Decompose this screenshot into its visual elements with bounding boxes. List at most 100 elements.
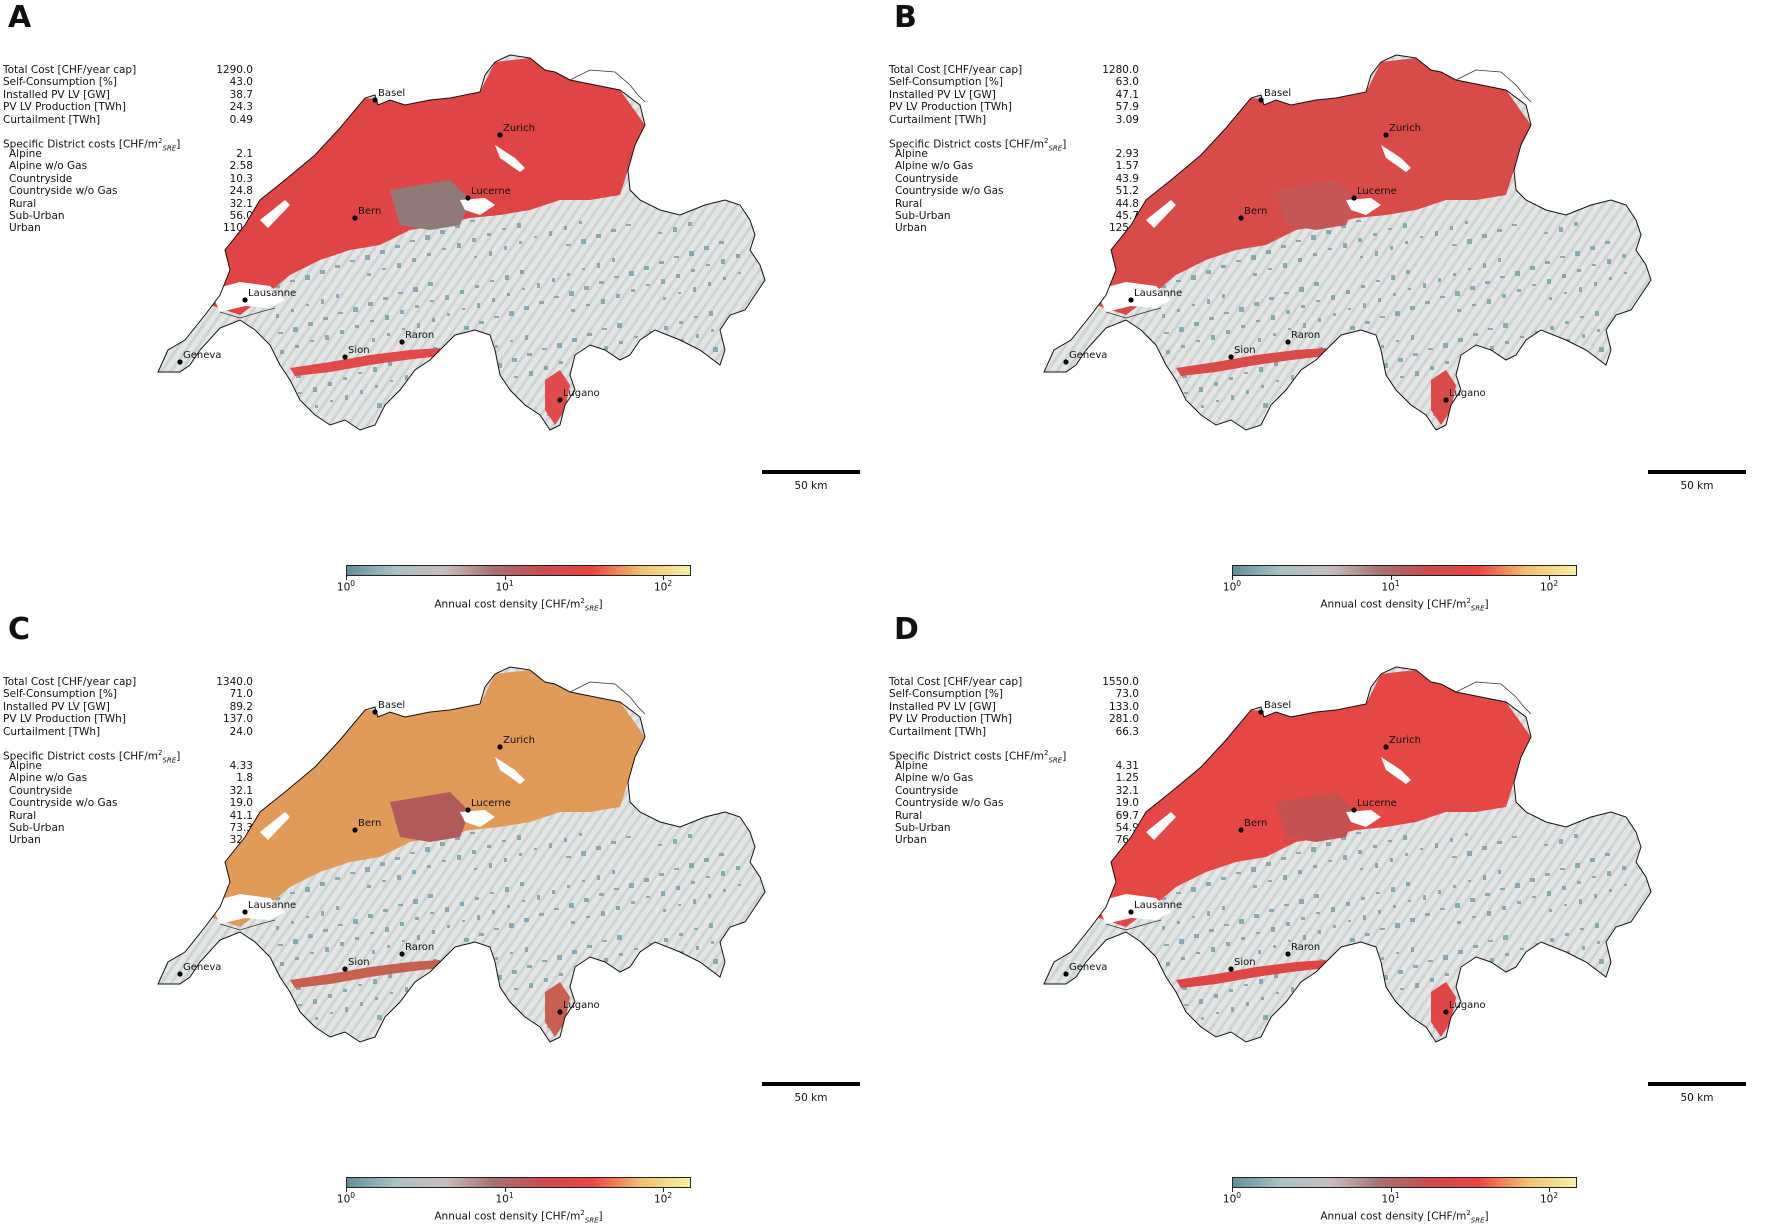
- colorbar: [1232, 1177, 1577, 1188]
- colorbar-label-text: Annual cost density [CHF/m: [1320, 1210, 1467, 1223]
- stat-label: Total Cost [CHF/year cap]: [889, 64, 1023, 76]
- city-bern: Bern: [1238, 818, 1267, 833]
- district-value: 54.9: [1115, 821, 1139, 834]
- tick-base: 10: [1381, 1193, 1395, 1206]
- heading-end: ]: [176, 750, 181, 763]
- district-value: 32.1: [229, 784, 253, 797]
- colorbar: [346, 1177, 691, 1188]
- city-zurich: Zurich: [497, 123, 535, 138]
- lake: [1346, 810, 1381, 827]
- heading-sub: SRE: [1048, 756, 1063, 765]
- colorbar-label-sup: 2: [1466, 597, 1471, 605]
- district-value: 32.1: [229, 197, 253, 210]
- stat-row: Total Cost [CHF/year cap] 1280.0: [889, 64, 1139, 76]
- stat-row: Total Cost [CHF/year cap] 1550.0: [889, 676, 1139, 688]
- stat-value: 89.2: [229, 700, 253, 713]
- district-row: Rural 32.1: [3, 198, 253, 210]
- scale-bar-label: 50 km: [794, 1092, 828, 1104]
- neighbor-border: [569, 69, 646, 103]
- heading-text: Specific District costs [CHF/m: [3, 750, 158, 763]
- lake: [1096, 894, 1171, 924]
- city-marker: [1443, 1009, 1449, 1015]
- city-raron: Raron: [399, 942, 434, 957]
- lake: [495, 145, 525, 172]
- district-row: Countryside w/o Gas 19.0: [3, 797, 253, 809]
- city-label: Basel: [1264, 88, 1291, 99]
- city-label: Lugano: [563, 1000, 600, 1011]
- colorbar-tick: [1390, 576, 1392, 580]
- city-label: Lausanne: [248, 288, 296, 299]
- city-lucerne: Lucerne: [465, 186, 511, 201]
- city-sion: Sion: [342, 957, 370, 972]
- stats-table: Total Cost [CHF/year cap] 1290.0 Self-Cons…: [3, 64, 253, 235]
- district-row: Countryside 32.1: [889, 785, 1139, 797]
- tick-exp: 1: [1394, 1191, 1400, 1200]
- city-label: Bern: [358, 206, 381, 217]
- district-value: 45.7: [1115, 209, 1139, 222]
- switzerland-map: Basel Zurich Lucerne Bern Lausanne Geneva Sion…: [157, 666, 766, 1043]
- stat-row: PV LV Production [TWh] 137.0: [3, 713, 253, 725]
- neighbor-border: [569, 681, 646, 715]
- panel-a: A Total Cost [CHF/year cap] 1290.0 Self-Con…: [0, 0, 886, 613]
- district-row: Countryside w/o Gas 19.0: [889, 797, 1139, 809]
- city-marker: [1258, 97, 1264, 103]
- heading-text: Specific District costs [CHF/m: [889, 138, 1044, 151]
- colorbar-tick-label: 101: [495, 579, 513, 594]
- district-label: Countryside: [9, 784, 73, 797]
- central-cost-region: [390, 180, 470, 230]
- heading-end: ]: [1062, 750, 1067, 763]
- city-marker: [1285, 339, 1291, 345]
- city-label: Lucerne: [1357, 186, 1397, 197]
- rhone-valley-cost-region: [1176, 960, 1326, 988]
- district-row: Alpine 2.93: [889, 148, 1139, 160]
- neighbor-border: [1455, 69, 1532, 103]
- stat-value: 3.09: [1115, 113, 1139, 126]
- tick-base: 10: [495, 1193, 509, 1206]
- stat-label: PV LV Production [TWh]: [889, 713, 1012, 726]
- heading-sup: 2: [157, 136, 163, 145]
- panel-d: D Total Cost [CHF/year cap] 1550.0 Self-Con…: [886, 612, 1772, 1225]
- city-label: Zurich: [503, 735, 535, 746]
- district-value: 44.8: [1115, 197, 1139, 210]
- stat-row: Self-Consumption [%] 71.0: [3, 688, 253, 700]
- heading-end: ]: [1062, 138, 1067, 151]
- city-geneva: Geneva: [1063, 962, 1107, 977]
- city-label: Lucerne: [471, 798, 511, 809]
- colorbar-label-end: ]: [598, 598, 603, 611]
- city-label: Sion: [348, 345, 370, 356]
- panel-letter: B: [894, 0, 917, 35]
- switzerland-map: Basel Zurich Lucerne Bern Lausanne Geneva Sion…: [1043, 54, 1652, 431]
- colorbar-tick-label: 101: [1381, 1191, 1399, 1206]
- city-raron: Raron: [1285, 330, 1320, 345]
- lake: [1381, 145, 1411, 172]
- stat-value: 1550.0: [1102, 676, 1139, 688]
- district-label: Rural: [9, 809, 37, 822]
- district-label: Urban: [895, 222, 927, 235]
- lake-shore: [219, 919, 276, 931]
- stat-label: Installed PV LV [GW]: [3, 88, 110, 101]
- city-label: Lugano: [1449, 388, 1486, 399]
- city-marker: [497, 132, 503, 138]
- country-border: [157, 54, 766, 431]
- district-value: 24.8: [229, 185, 253, 198]
- colorbar-label-text: Annual cost density [CHF/m: [434, 598, 581, 611]
- colorbar-tick: [504, 1188, 506, 1192]
- district-label: Countryside: [895, 784, 959, 797]
- city-basel: Basel: [1258, 700, 1291, 715]
- district-row: Alpine 4.33: [3, 760, 253, 772]
- city-marker: [399, 339, 405, 345]
- city-raron: Raron: [399, 330, 434, 345]
- city-marker: [1238, 827, 1244, 833]
- stat-label: PV LV Production [TWh]: [889, 101, 1012, 114]
- district-row: Alpine w/o Gas 1.8: [3, 772, 253, 784]
- tick-base: 10: [336, 581, 351, 594]
- city-label: Lausanne: [1134, 900, 1182, 911]
- city-label: Geneva: [183, 962, 221, 973]
- stat-value: 137.0: [222, 713, 253, 726]
- district-label: Alpine: [9, 147, 42, 160]
- city-geneva: Geneva: [177, 350, 221, 365]
- lake: [260, 200, 290, 228]
- stat-row: PV LV Production [TWh] 24.3: [3, 101, 253, 113]
- tick-base: 10: [1222, 1193, 1237, 1206]
- colorbar-tick: [346, 576, 347, 580]
